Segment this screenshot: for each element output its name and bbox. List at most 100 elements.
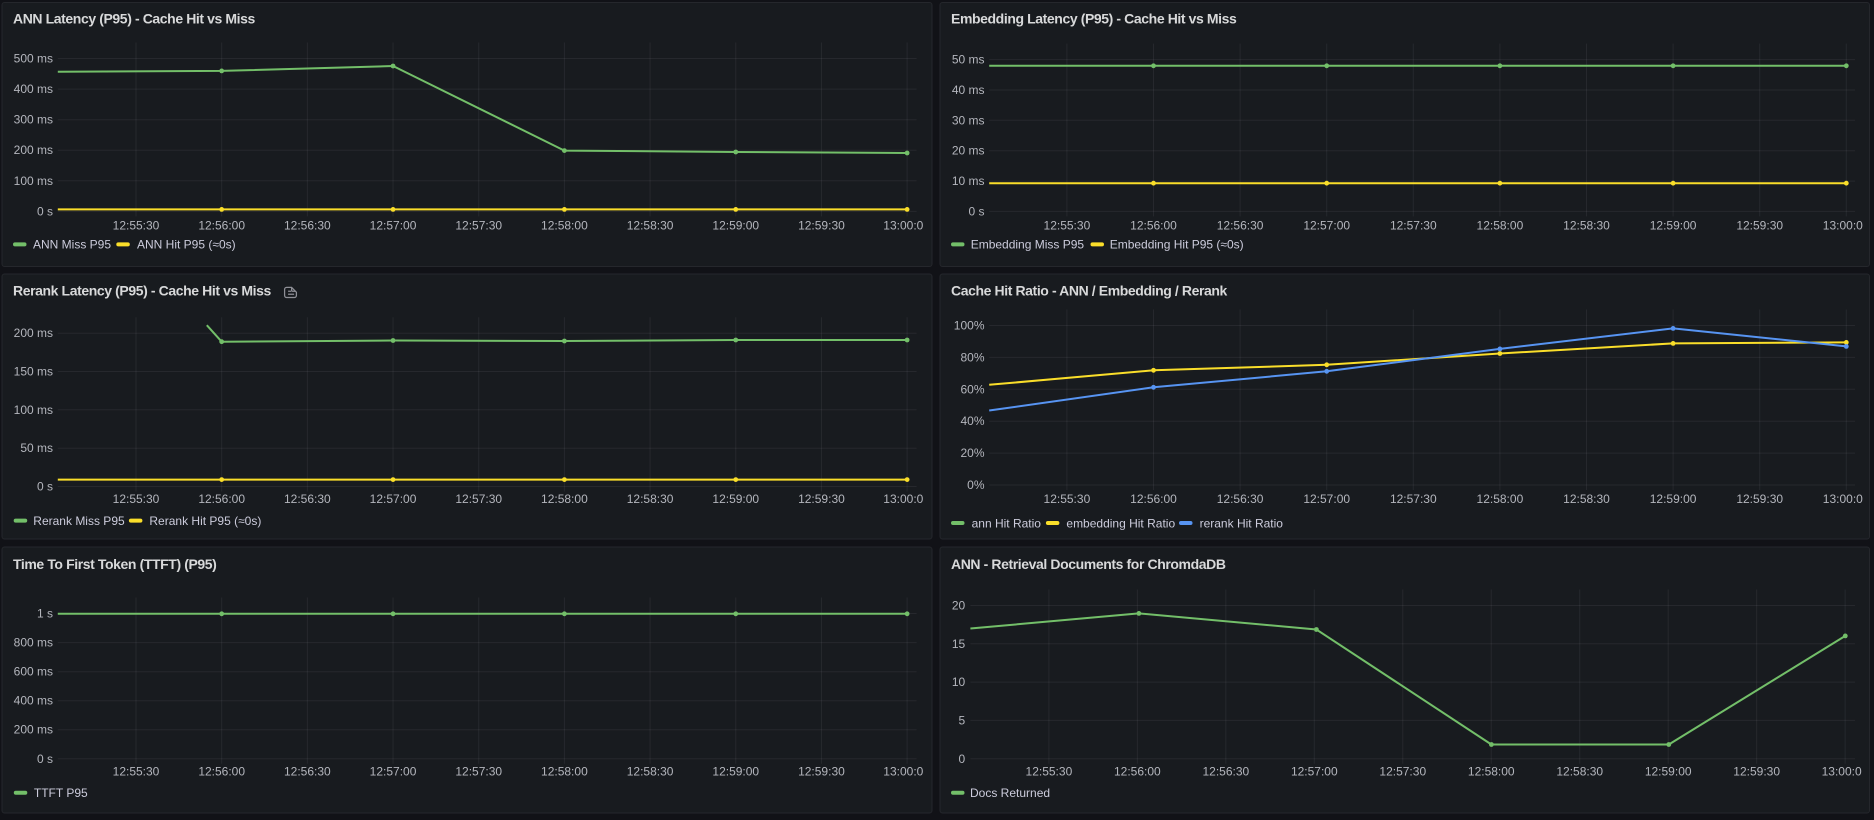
- svg-text:12:59:30: 12:59:30: [1736, 492, 1783, 506]
- svg-text:12:57:00: 12:57:00: [370, 219, 417, 233]
- svg-text:embedding Hit Ratio: embedding Hit Ratio: [1066, 516, 1175, 530]
- svg-text:0 s: 0 s: [37, 752, 53, 766]
- svg-text:12:55:30: 12:55:30: [113, 219, 160, 233]
- svg-text:12:58:00: 12:58:00: [1477, 492, 1524, 506]
- svg-text:12:59:30: 12:59:30: [798, 492, 845, 506]
- svg-text:12:56:00: 12:56:00: [198, 219, 245, 233]
- svg-text:12:58:00: 12:58:00: [541, 765, 588, 779]
- svg-text:12:56:00: 12:56:00: [198, 765, 245, 779]
- svg-text:12:58:30: 12:58:30: [1563, 492, 1610, 506]
- svg-text:12:57:30: 12:57:30: [455, 492, 502, 506]
- svg-text:12:56:30: 12:56:30: [1202, 765, 1249, 779]
- svg-text:ANN Hit P95 (≈0s): ANN Hit P95 (≈0s): [137, 238, 236, 252]
- svg-text:12:57:30: 12:57:30: [455, 765, 502, 779]
- svg-text:10 ms: 10 ms: [952, 174, 985, 188]
- svg-text:100 ms: 100 ms: [14, 174, 53, 188]
- svg-text:12:56:00: 12:56:00: [1130, 492, 1177, 506]
- svg-text:13:00:0: 13:00:0: [883, 765, 923, 779]
- svg-text:12:59:30: 12:59:30: [798, 219, 845, 233]
- svg-text:12:57:00: 12:57:00: [1303, 492, 1350, 506]
- svg-text:800 ms: 800 ms: [14, 636, 53, 650]
- svg-text:0%: 0%: [967, 478, 985, 492]
- svg-text:300 ms: 300 ms: [14, 113, 53, 127]
- svg-text:20%: 20%: [960, 446, 984, 460]
- svg-text:13:00:0: 13:00:0: [1823, 219, 1863, 233]
- svg-text:Embedding Hit P95 (≈0s): Embedding Hit P95 (≈0s): [1110, 238, 1244, 252]
- svg-text:12:57:00: 12:57:00: [370, 492, 417, 506]
- svg-text:Rerank Hit P95 (≈0s): Rerank Hit P95 (≈0s): [149, 514, 261, 528]
- svg-text:12:56:30: 12:56:30: [1217, 492, 1264, 506]
- svg-text:12:57:00: 12:57:00: [1303, 219, 1350, 233]
- svg-text:0 s: 0 s: [37, 204, 53, 218]
- svg-text:400 ms: 400 ms: [14, 82, 53, 96]
- svg-text:12:56:30: 12:56:30: [284, 219, 331, 233]
- svg-text:50 ms: 50 ms: [20, 441, 53, 455]
- svg-text:30 ms: 30 ms: [952, 113, 985, 127]
- svg-text:12:58:30: 12:58:30: [627, 492, 674, 506]
- svg-text:20 ms: 20 ms: [952, 144, 985, 158]
- svg-text:0 s: 0 s: [37, 480, 53, 494]
- svg-text:100%: 100%: [954, 319, 985, 333]
- svg-text:150 ms: 150 ms: [14, 365, 53, 379]
- svg-text:13:00:0: 13:00:0: [1823, 492, 1863, 506]
- svg-text:12:58:00: 12:58:00: [541, 492, 588, 506]
- svg-text:ANN Latency (P95) - Cache Hit: ANN Latency (P95) - Cache Hit vs Miss: [13, 11, 256, 27]
- svg-text:0: 0: [959, 752, 966, 766]
- svg-text:Rerank Miss P95: Rerank Miss P95: [33, 514, 125, 528]
- svg-text:10: 10: [952, 675, 966, 689]
- svg-text:200 ms: 200 ms: [14, 143, 53, 157]
- svg-text:12:59:00: 12:59:00: [1650, 492, 1697, 506]
- svg-text:12:55:30: 12:55:30: [1044, 492, 1091, 506]
- svg-text:12:59:00: 12:59:00: [1645, 765, 1692, 779]
- svg-text:0 s: 0 s: [968, 204, 984, 218]
- svg-text:50 ms: 50 ms: [952, 53, 985, 67]
- svg-text:600 ms: 600 ms: [14, 665, 53, 679]
- svg-text:80%: 80%: [960, 350, 984, 364]
- svg-text:12:56:30: 12:56:30: [1217, 219, 1264, 233]
- svg-text:400 ms: 400 ms: [14, 694, 53, 708]
- svg-text:12:57:30: 12:57:30: [455, 219, 502, 233]
- svg-text:20: 20: [952, 599, 966, 613]
- svg-text:12:55:30: 12:55:30: [113, 492, 160, 506]
- svg-text:13:00:0: 13:00:0: [883, 219, 923, 233]
- svg-text:12:59:00: 12:59:00: [712, 219, 759, 233]
- svg-text:15: 15: [952, 637, 966, 651]
- svg-text:ann Hit Ratio: ann Hit Ratio: [972, 516, 1042, 530]
- svg-text:rerank Hit Ratio: rerank Hit Ratio: [1200, 516, 1284, 530]
- svg-text:13:00:0: 13:00:0: [883, 492, 923, 506]
- svg-text:ANN - Retrieval Documents for: ANN - Retrieval Documents for ChromdaDB: [951, 556, 1226, 572]
- svg-text:12:58:00: 12:58:00: [1468, 765, 1515, 779]
- svg-text:13:00:0: 13:00:0: [1822, 765, 1862, 779]
- svg-text:12:58:30: 12:58:30: [1556, 765, 1603, 779]
- svg-text:12:57:00: 12:57:00: [370, 765, 417, 779]
- svg-text:12:57:30: 12:57:30: [1390, 492, 1437, 506]
- svg-text:12:57:30: 12:57:30: [1390, 219, 1437, 233]
- svg-text:12:59:30: 12:59:30: [1736, 219, 1783, 233]
- svg-text:12:56:30: 12:56:30: [284, 765, 331, 779]
- svg-text:12:55:30: 12:55:30: [113, 765, 160, 779]
- svg-text:Docs Returned: Docs Returned: [970, 786, 1050, 800]
- svg-text:12:58:30: 12:58:30: [627, 219, 674, 233]
- svg-text:Embedding Latency (P95) - Cach: Embedding Latency (P95) - Cache Hit vs M…: [951, 11, 1237, 27]
- svg-text:500 ms: 500 ms: [14, 52, 53, 66]
- svg-text:12:58:30: 12:58:30: [1563, 219, 1610, 233]
- svg-text:12:56:30: 12:56:30: [284, 492, 331, 506]
- svg-text:40%: 40%: [960, 414, 984, 428]
- svg-text:Embedding Miss P95: Embedding Miss P95: [971, 238, 1085, 252]
- svg-text:12:58:00: 12:58:00: [1477, 219, 1524, 233]
- svg-text:ANN Miss P95: ANN Miss P95: [33, 238, 111, 252]
- svg-text:12:59:00: 12:59:00: [1650, 219, 1697, 233]
- svg-text:Rerank Latency (P95) - Cache H: Rerank Latency (P95) - Cache Hit vs Miss: [13, 283, 271, 299]
- svg-text:TTFT P95: TTFT P95: [34, 786, 88, 800]
- svg-text:12:59:00: 12:59:00: [712, 765, 759, 779]
- svg-text:Time To First Token (TTFT) (P9: Time To First Token (TTFT) (P95): [13, 556, 216, 572]
- svg-text:12:56:00: 12:56:00: [198, 492, 245, 506]
- svg-text:12:59:30: 12:59:30: [798, 765, 845, 779]
- svg-text:200 ms: 200 ms: [14, 723, 53, 737]
- svg-text:12:59:30: 12:59:30: [1733, 765, 1780, 779]
- svg-text:12:56:00: 12:56:00: [1130, 219, 1177, 233]
- svg-text:200 ms: 200 ms: [14, 326, 53, 340]
- svg-text:12:56:00: 12:56:00: [1114, 765, 1161, 779]
- svg-text:1 s: 1 s: [37, 607, 53, 621]
- svg-text:100 ms: 100 ms: [14, 403, 53, 417]
